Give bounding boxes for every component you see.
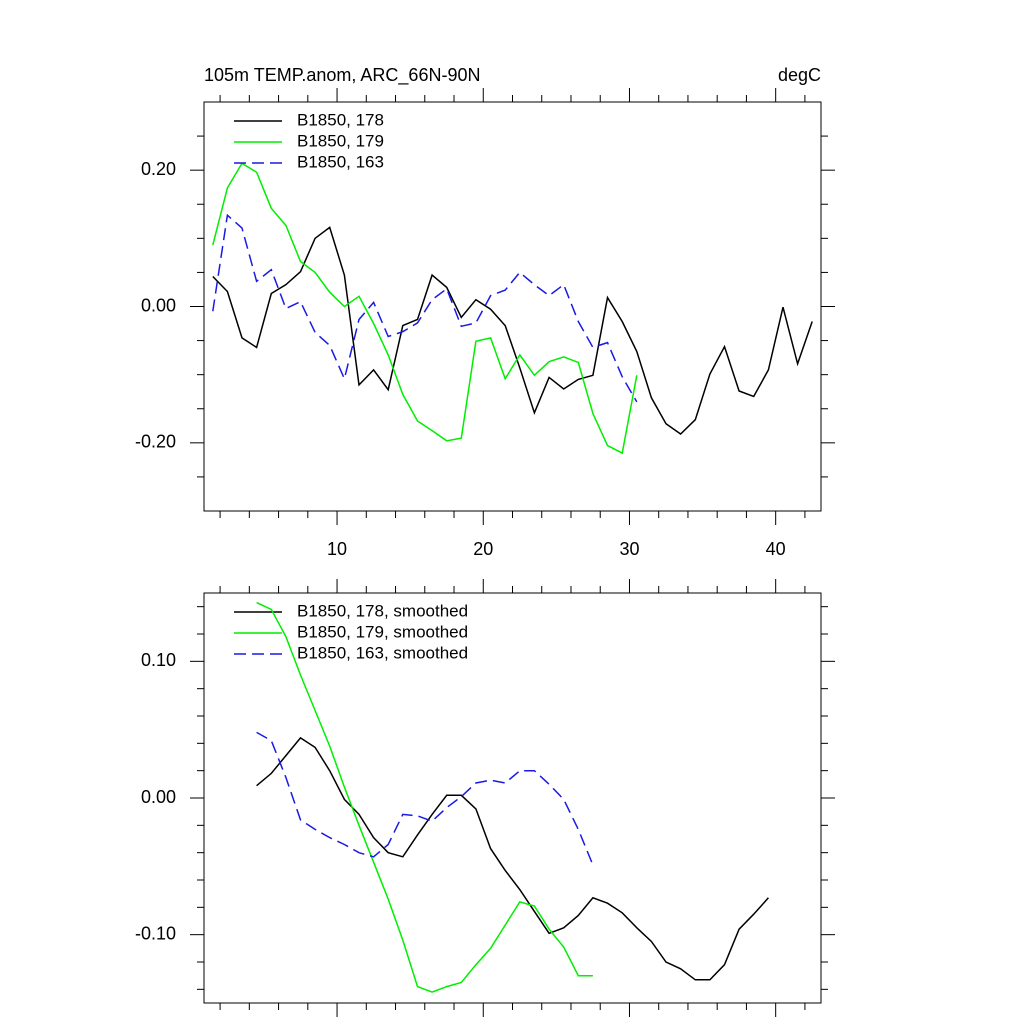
data-line	[212, 162, 638, 455]
legend-label: B1850, 163	[297, 152, 384, 171]
data-line	[212, 226, 813, 435]
y-tick-label: -0.20	[135, 432, 176, 452]
legend-label: B1850, 178, smoothed	[297, 601, 468, 620]
y-tick-label: 0.00	[141, 787, 176, 807]
y-tick-label: 0.10	[141, 650, 176, 670]
y-tick-label: 0.20	[141, 159, 176, 179]
x-tick-label: 20	[473, 539, 493, 559]
x-tick-label: 30	[619, 539, 639, 559]
x-tick-label: 40	[766, 539, 786, 559]
x-tick-label: 10	[327, 539, 347, 559]
y-tick-label: 0.00	[141, 295, 176, 315]
units-label: degC	[778, 65, 821, 85]
legend-label: B1850, 179, smoothed	[297, 622, 468, 641]
chart-title: 105m TEMP.anom, ARC_66N-90N	[204, 65, 480, 86]
data-line	[256, 736, 769, 981]
data-line	[256, 601, 593, 993]
legend-label: B1850, 163, smoothed	[297, 643, 468, 662]
y-tick-label: -0.10	[135, 923, 176, 943]
data-line	[212, 213, 638, 403]
legend-label: B1850, 179	[297, 131, 384, 150]
legend-label: B1850, 178	[297, 110, 384, 129]
data-line	[256, 731, 594, 866]
